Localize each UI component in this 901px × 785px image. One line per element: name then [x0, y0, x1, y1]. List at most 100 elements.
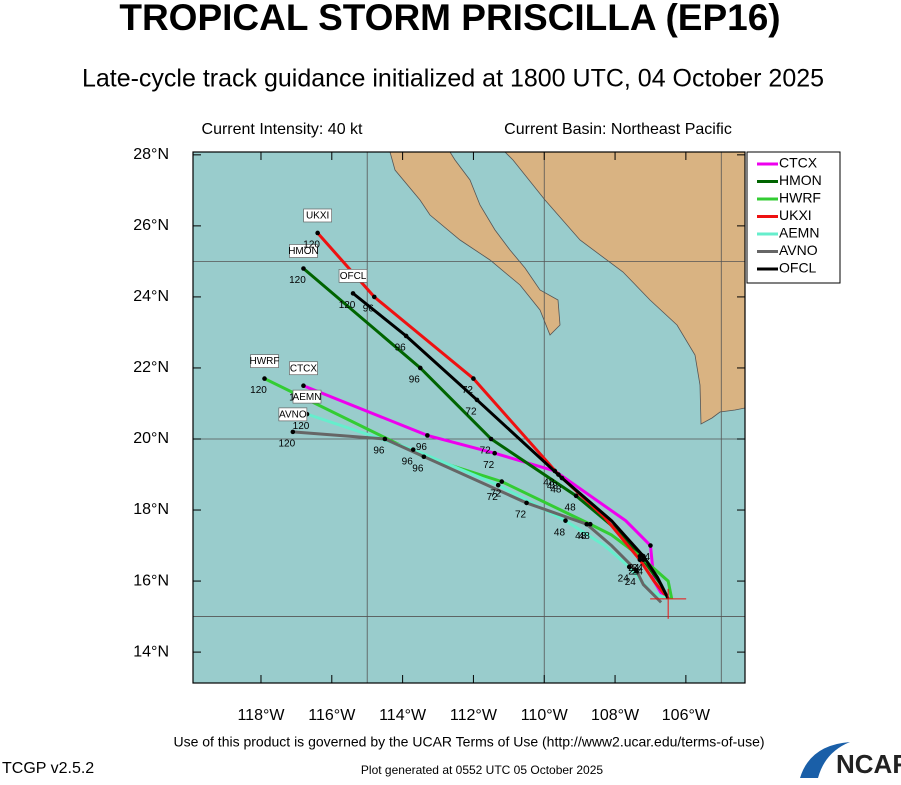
- basin-note: Current Basin: Northeast Pacific: [504, 121, 732, 138]
- forecast-point: [648, 543, 653, 548]
- model-tag: AVNO: [279, 410, 307, 421]
- forecast-point: [633, 568, 639, 573]
- forecast-point: [315, 230, 320, 236]
- forecast-point: [382, 436, 388, 442]
- y-tick-label: 24°N: [133, 288, 169, 305]
- forecast-point: [584, 521, 590, 527]
- y-tick-label: 22°N: [133, 359, 169, 376]
- forecast-hour: 120: [293, 421, 310, 432]
- y-tick-label: 26°N: [133, 217, 169, 234]
- forecast-point: [637, 557, 643, 563]
- x-tick-label: 118°W: [237, 707, 285, 724]
- forecast-hour: 48: [579, 531, 591, 542]
- forecast-hour: 72: [487, 492, 499, 503]
- track-line: [352, 292, 670, 600]
- land: [389, 152, 745, 425]
- forecast-hour: 96: [395, 343, 407, 354]
- model-tag-box: [289, 361, 318, 376]
- forecast-hour: 72: [515, 510, 527, 521]
- intensity-note: Current Intensity: 40 kt: [202, 121, 364, 138]
- forecast-hour: 120: [250, 385, 267, 396]
- forecast-hour: 120: [339, 300, 356, 311]
- model-tag: AEMN: [293, 392, 322, 403]
- forecast-hour: 24: [628, 566, 640, 577]
- y-tick-label: 28°N: [133, 146, 169, 163]
- baja-california: [389, 152, 561, 336]
- legend-label: UKXI: [779, 207, 812, 223]
- forecast-hour: 96: [402, 456, 414, 467]
- forecast-hour: 24: [618, 573, 630, 584]
- model-tag: HMON: [288, 246, 319, 257]
- logo-swoosh: [800, 742, 850, 778]
- forecast-hour: 48: [543, 478, 555, 489]
- forecast-point: [301, 383, 306, 389]
- forecast-hour: 96: [373, 446, 385, 457]
- chart-subtitle: Late-cycle track guidance initialized at…: [82, 65, 824, 93]
- legend-label: OFCL: [779, 260, 817, 276]
- version: TCGP v2.5.2: [2, 760, 94, 777]
- x-tick-label: 110°W: [521, 707, 569, 724]
- axes: 118°W 116°W 114°W 112°W 110°W 108°W 106°W 14°N 1…: [133, 146, 745, 724]
- track-line: [292, 430, 663, 604]
- forecast-point: [587, 521, 593, 527]
- forecast-hour: 72: [483, 460, 495, 471]
- forecast-hour: 24: [632, 563, 644, 574]
- terms-note: Use of this product is governed by the U…: [173, 734, 764, 750]
- forecast-point: [563, 518, 568, 523]
- forecast-hour: 120: [303, 240, 320, 251]
- model-tag-box: [289, 244, 318, 258]
- forecast-hour: 24: [625, 577, 637, 588]
- chart-title: TROPICAL STORM PRISCILLA (EP16): [119, 0, 780, 38]
- forecast-point: [559, 475, 565, 481]
- model-tag-box: [292, 389, 322, 404]
- forecast-point: [418, 365, 423, 371]
- y-tick-label: 20°N: [133, 430, 169, 447]
- x-tick-label: 116°W: [308, 707, 356, 724]
- forecast-hour: 48: [575, 531, 587, 542]
- forecast-hour: 48: [565, 502, 577, 513]
- forecast-hour: 120: [289, 275, 306, 286]
- forecast-hour: 48: [550, 485, 562, 496]
- model-tag: UKXI: [306, 211, 329, 222]
- x-tick-label: 112°W: [450, 707, 498, 724]
- forecast-point: [492, 450, 497, 456]
- forecast-point: [488, 436, 494, 442]
- forecast-hour: 96: [416, 442, 428, 453]
- y-tick-label: 18°N: [133, 501, 169, 518]
- model-tag-box: [338, 269, 368, 283]
- forecast-point: [262, 376, 267, 381]
- forecast-hour: 72: [465, 407, 477, 418]
- forecast-point: [641, 553, 646, 559]
- forecast-point: [421, 454, 427, 460]
- logo: NCAR: [836, 749, 901, 779]
- legend-label: HMON: [779, 172, 822, 188]
- forecast-hour: 96: [363, 304, 375, 315]
- forecast-point: [471, 376, 476, 381]
- forecast-point: [495, 482, 501, 488]
- model-tag-box: [250, 354, 279, 368]
- forecast-hour: 96: [412, 463, 424, 474]
- model-tag-box: [303, 208, 332, 223]
- generated-note: Plot generated at 0552 UTC 05 October 20…: [361, 763, 603, 777]
- legend-label: HWRF: [779, 190, 821, 206]
- y-tick-label: 16°N: [133, 572, 169, 589]
- forecast-point: [301, 266, 306, 271]
- legend-label: AEMN: [779, 225, 819, 241]
- forecast-point: [410, 447, 416, 452]
- model-tag: HWRF: [250, 356, 280, 367]
- x-tick-label: 108°W: [591, 707, 640, 724]
- forecast-hour: 72: [480, 446, 492, 457]
- legend-label: AVNO: [779, 242, 818, 258]
- forecast-point: [556, 472, 561, 477]
- map-frame: [192, 151, 746, 684]
- forecast-hour: 24: [628, 563, 640, 574]
- forecast-point: [290, 429, 296, 435]
- forecast-point: [641, 557, 646, 563]
- forecast-point: [403, 333, 409, 339]
- forecast-hour: 72: [462, 385, 474, 396]
- forecast-point: [474, 397, 480, 403]
- legend-label: CTCX: [779, 155, 818, 171]
- forecast-point: [499, 479, 505, 484]
